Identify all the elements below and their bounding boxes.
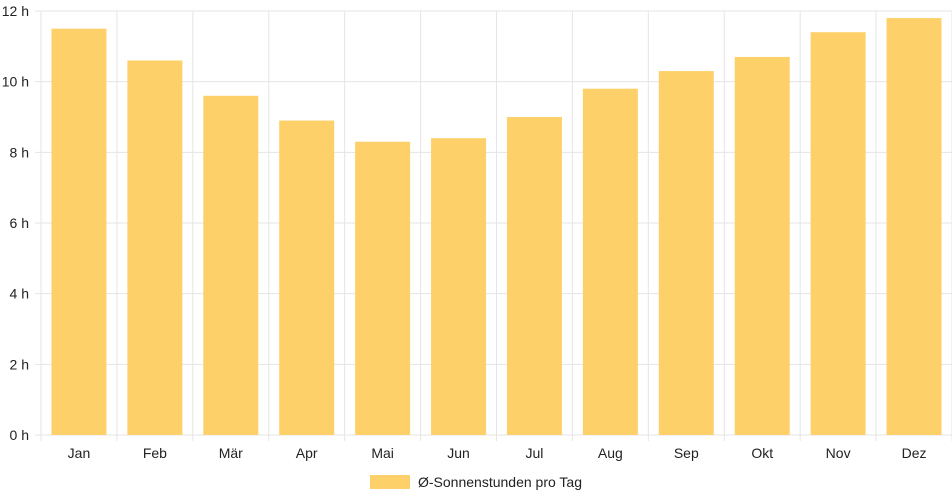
legend-swatch [370, 475, 410, 489]
bar[interactable] [886, 18, 942, 436]
bar[interactable] [51, 28, 107, 436]
x-tick-label: Dez [902, 445, 927, 461]
x-tick-label: Mär [219, 445, 243, 461]
grid [35, 10, 952, 441]
x-tick-label: Apr [296, 445, 318, 461]
y-tick-label: 4 h [10, 286, 29, 302]
x-tick-label: Jan [68, 445, 91, 461]
x-tick-label: Sep [674, 445, 699, 461]
y-tick-label: 12 h [2, 3, 29, 19]
bar[interactable] [582, 88, 638, 435]
bar[interactable] [431, 138, 487, 435]
y-axis: 0 h 2 h 4 h 6 h 8 h 10 h 12 h [2, 3, 29, 443]
x-tick-label: Jul [526, 445, 544, 461]
x-tick-label: Feb [143, 445, 167, 461]
x-tick-label: Jun [447, 445, 470, 461]
bars [51, 18, 942, 436]
bar[interactable] [355, 141, 411, 435]
bar[interactable] [810, 32, 866, 435]
bar[interactable] [658, 71, 714, 436]
bar[interactable] [506, 117, 562, 435]
bar[interactable] [127, 60, 183, 435]
y-tick-label: 2 h [10, 356, 29, 372]
legend[interactable]: Ø-Sonnenstunden pro Tag [0, 472, 952, 492]
bar[interactable] [279, 120, 335, 436]
y-tick-label: 0 h [10, 427, 29, 443]
x-tick-label: Nov [826, 445, 851, 461]
x-axis: Jan Feb Mär Apr Mai Jun Jul Aug Sep Okt Nov Dez [68, 445, 927, 461]
x-tick-label: Mai [371, 445, 394, 461]
y-tick-label: 10 h [2, 74, 29, 90]
bar[interactable] [734, 56, 790, 435]
x-tick-label: Okt [751, 445, 773, 461]
y-tick-label: 6 h [10, 215, 29, 231]
x-tick-label: Aug [598, 445, 623, 461]
legend-label: Ø-Sonnenstunden pro Tag [418, 474, 582, 490]
bar[interactable] [203, 95, 259, 436]
y-tick-label: 8 h [10, 144, 29, 160]
